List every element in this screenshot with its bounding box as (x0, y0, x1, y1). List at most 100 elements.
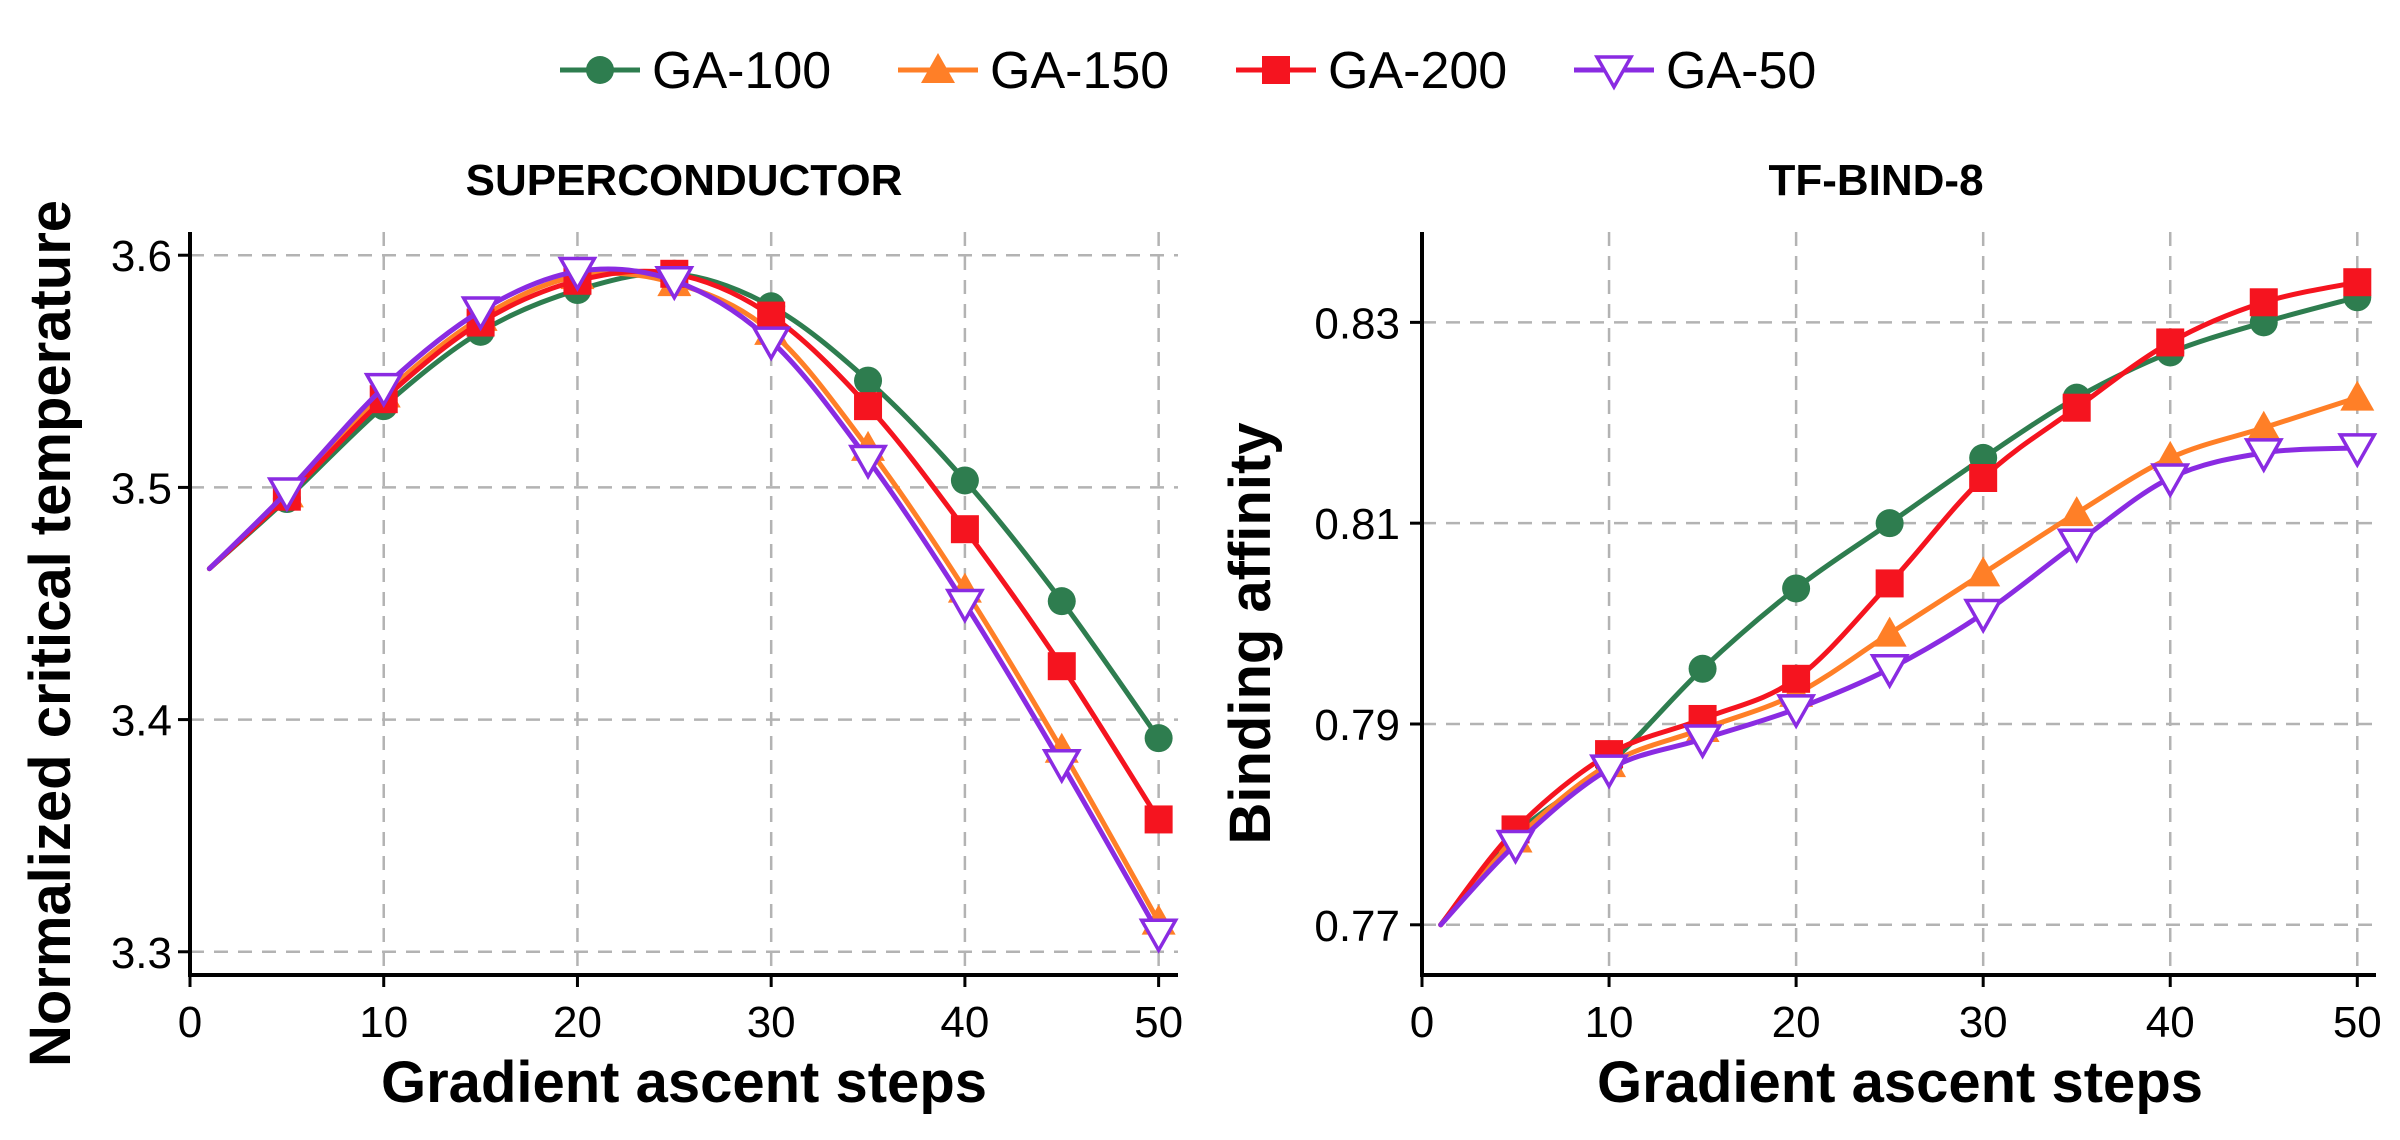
panel-title: SUPERCONDUCTOR (466, 156, 903, 205)
legend-label: GA-200 (1328, 42, 1507, 100)
data-point (2246, 410, 2281, 441)
x-tick-label: 30 (1959, 998, 2008, 1047)
data-point (2249, 288, 2278, 317)
data-point (1875, 509, 1904, 538)
data-point (1688, 654, 1717, 683)
y-tick-label: 3.6 (111, 232, 172, 281)
data-point (950, 466, 979, 495)
data-point (654, 266, 695, 302)
series-ga-150 (1438, 380, 2375, 928)
series-line (1438, 294, 2360, 928)
y-tick-label: 0.77 (1314, 902, 1400, 951)
data-point (2156, 328, 2185, 357)
legend-marker (1593, 55, 1635, 91)
data-point (363, 372, 404, 409)
data-point (2337, 433, 2378, 469)
legend-item-ga-100: GA-100 (560, 42, 831, 100)
data-point (1969, 463, 1998, 492)
data-point (1144, 805, 1173, 834)
series-ga-50 (206, 256, 1179, 954)
data-point (1966, 556, 2001, 587)
legend-item-ga-50: GA-50 (1574, 42, 1816, 100)
data-point (1782, 574, 1811, 603)
data-point (1047, 652, 1076, 681)
panel-title: TF-BIND-8 (1768, 156, 1983, 205)
data-point (848, 444, 889, 481)
series-ga-50 (1438, 433, 2378, 928)
x-tick-label: 0 (178, 998, 202, 1047)
x-tick-label: 10 (1585, 998, 1634, 1047)
data-point (1872, 616, 1907, 647)
x-tick-label: 40 (940, 998, 989, 1047)
data-point (1495, 829, 1536, 866)
x-tick-label: 50 (2333, 998, 2382, 1047)
legend-item-ga-150: GA-150 (898, 42, 1169, 100)
legend: GA-100 GA-150 GA-200 GA-50 (560, 42, 1816, 100)
data-point (757, 301, 786, 330)
data-point (854, 366, 883, 395)
series-ga-200 (206, 259, 1173, 834)
data-point (2243, 438, 2284, 474)
panel-superconductor: SUPERCONDUCTOR 0 10 20 30 40 50 3.3 3.4 3.5 3.6 Gra… (18, 156, 1183, 1115)
data-point (2343, 268, 2372, 297)
y-tick-label: 3.5 (111, 464, 172, 513)
series-line (206, 266, 1162, 936)
legend-label: GA-150 (990, 42, 1169, 100)
grid (190, 232, 1178, 975)
x-tick-label: 0 (1410, 998, 1434, 1047)
y-tick-label: 0.81 (1314, 500, 1400, 549)
y-tick-label: 3.4 (111, 697, 172, 746)
legend-label: GA-100 (652, 42, 831, 100)
x-tick-label: 50 (1134, 998, 1183, 1047)
y-tick-label: 0.83 (1314, 299, 1400, 348)
data-point (2062, 393, 2091, 422)
data-point (2059, 496, 2094, 527)
data-point (1963, 598, 2004, 635)
data-point (1138, 918, 1179, 954)
data-point (950, 515, 979, 544)
series-ga-200 (1438, 268, 2372, 928)
data-point (2340, 380, 2375, 411)
data-point (2150, 463, 2191, 499)
x-tick-label: 30 (747, 998, 796, 1047)
series-line (206, 268, 1162, 822)
x-tick-label: 20 (553, 998, 602, 1047)
data-point (1144, 724, 1173, 753)
panel-tf-bind-8: TF-BIND-8 0 10 20 30 40 50 0.77 0.79 0.81 0.83 Grad… (1218, 156, 2382, 1115)
data-point (266, 477, 307, 513)
x-axis-title: Gradient ascent steps (381, 1050, 987, 1115)
x-tick-label: 20 (1772, 998, 1821, 1047)
legend-item-ga-200: GA-200 (1236, 42, 1507, 100)
data-point (557, 256, 598, 293)
series-ga-150 (206, 259, 1176, 935)
data-point (1041, 748, 1082, 785)
x-tick-label: 40 (2146, 998, 2195, 1047)
data-point (854, 392, 883, 421)
data-point (1047, 587, 1076, 616)
data-point (460, 296, 501, 332)
grid (1422, 232, 2376, 975)
data-point (1869, 654, 1910, 690)
legend-marker (1262, 56, 1290, 84)
legend-marker (921, 53, 955, 83)
x-axis-title: Gradient ascent steps (1597, 1050, 2203, 1115)
series-line (1438, 279, 2360, 928)
y-axis-title: Normalized critical temperature (18, 200, 83, 1067)
legend-marker (586, 56, 614, 84)
data-point (1782, 664, 1811, 693)
x-tick-label: 10 (359, 998, 408, 1047)
y-axis-title: Binding affinity (1218, 422, 1283, 844)
data-point (1875, 569, 1904, 598)
series-ga-100 (1438, 283, 2372, 928)
series-ga-100 (206, 259, 1173, 753)
data-point (2056, 528, 2097, 564)
data-point (1682, 724, 1723, 760)
y-tick-label: 3.3 (111, 929, 172, 978)
legend-label: GA-50 (1666, 42, 1816, 100)
data-point (751, 326, 792, 362)
y-tick-label: 0.79 (1314, 701, 1400, 750)
data-point (1589, 754, 1630, 790)
data-point (944, 588, 985, 625)
data-point (1776, 694, 1817, 730)
